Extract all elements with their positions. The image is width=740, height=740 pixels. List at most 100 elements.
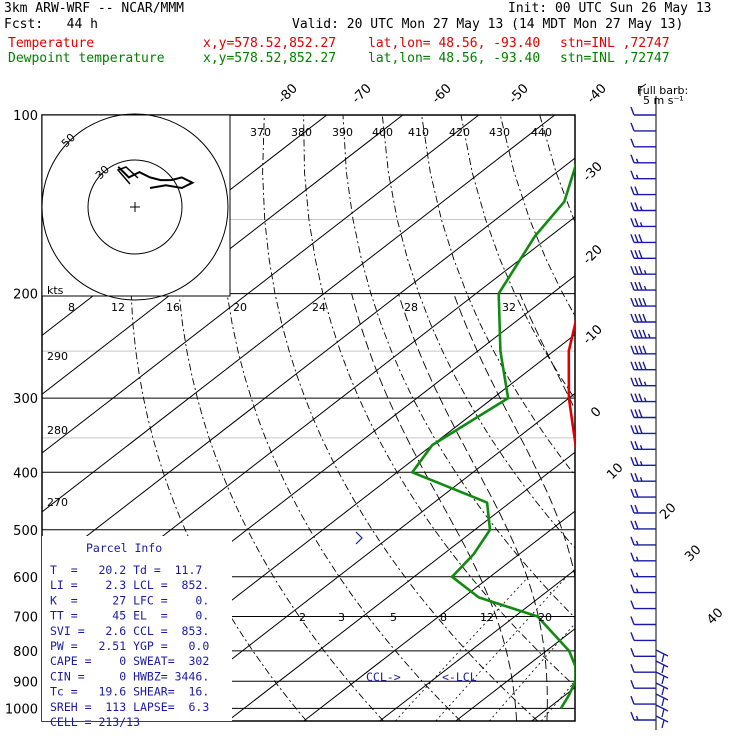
theta-label: 430 [489, 126, 510, 139]
hodograph-ring-inner [87, 159, 183, 255]
wind-barb [630, 632, 656, 642]
theta-left-label: 290 [47, 350, 68, 363]
valid-time: Valid: 20 UTC Mon 27 May 13 (14 MDT Mon … [292, 17, 684, 32]
parcel-info-row: LI = 2.3 LCL = 852. [50, 578, 209, 592]
freezing-level-marker [355, 531, 363, 545]
wind-barb [630, 584, 656, 594]
mixing-ratio-line [540, 680, 575, 721]
isotherm-top-label: -60 [429, 81, 455, 107]
dry-adiabat [175, 115, 384, 721]
kts-label: kts [47, 284, 64, 297]
theta-label: 440 [531, 126, 552, 139]
plot-frame [41, 114, 576, 722]
isotherm-line [303, 510, 575, 721]
wind-barb-low [655, 693, 669, 707]
mixing-ratio-label: 20 [538, 611, 552, 624]
isotherm-line [379, 569, 575, 721]
moist-adiabat-label: 8 [68, 301, 75, 314]
pressure-tick-label: 400 [13, 466, 38, 481]
wind-barb [630, 648, 656, 657]
wind-barb [630, 711, 656, 721]
barb-legend-label: Full barb: [637, 84, 688, 97]
wind-barb [630, 106, 656, 116]
ccl-marker: CCL-> [366, 670, 401, 684]
wind-barb-low [655, 704, 669, 718]
isotherm-right-label: -20 [580, 242, 606, 268]
forecast-hour: Fcst: 44 h [4, 17, 98, 32]
barb-legend-unit: 5 m s⁻¹ [643, 94, 684, 107]
theta-left-label: 270 [47, 496, 68, 509]
wind-barb [630, 170, 656, 180]
isotherm-line [42, 115, 556, 513]
dry-adiabat [262, 115, 539, 721]
parcel-info-row: T = 20.2 Td = 11.7 [50, 563, 202, 577]
isotherm-top-label: -40 [584, 81, 610, 107]
parcel-info-row: CAPE = 0 SWEAT= 302 [50, 654, 209, 668]
theta-label: 410 [408, 126, 429, 139]
pressure-tick-label: 1000 [5, 702, 38, 717]
isotherm-right-label: -10 [580, 322, 606, 348]
isotherm-right-label: 10 [604, 461, 626, 483]
dew-station: stn=INL ,72747 [560, 51, 670, 66]
dew-latlon: lat,lon= 48.56, -93.40 [368, 51, 541, 66]
wind-barb [630, 361, 656, 371]
isotherm-top-label: -50 [506, 81, 532, 107]
wind-barb [630, 313, 656, 323]
pressure-tick-label: 100 [13, 109, 38, 124]
isotherm-right-label: 0 [588, 404, 604, 420]
wind-barb [630, 600, 656, 610]
wind-barb [630, 695, 656, 705]
wind-barb [630, 520, 656, 530]
wind-barb [630, 218, 656, 228]
dewpoint-trace [411, 163, 575, 710]
isotherm-top-label: -80 [275, 81, 301, 107]
legend-dewpoint: Dewpoint temperature [8, 51, 165, 66]
mixing-ratio-label: 2 [299, 611, 306, 624]
moist-adiabat-label: 12 [111, 301, 125, 314]
isotherm-line [608, 115, 740, 721]
moist-adiabat [351, 293, 518, 721]
moist-adiabat [453, 293, 575, 580]
wind-barb-low [655, 660, 669, 674]
wind-barb [630, 472, 656, 482]
mixing-ratio-line [588, 577, 709, 721]
theta-label: 390 [332, 126, 353, 139]
wind-barb [630, 536, 656, 546]
dry-adiabat [658, 115, 740, 721]
wind-barb-low [655, 715, 669, 729]
parcel-info-row: PW = 2.51 YGP = 0.0 [50, 639, 209, 653]
hodograph-trace-tail [116, 166, 139, 185]
wind-barb [630, 202, 656, 212]
wind-barb [630, 234, 656, 244]
wind-barb-low [655, 649, 669, 663]
chart-title: 3km ARW-WRF -- NCAR/MMM [4, 1, 185, 16]
isotherm-right-label: 40 [704, 606, 726, 628]
parcel-info-row: CELL = 213/13 [50, 715, 140, 729]
temp-xy: x,y=578.52,852.27 [203, 36, 337, 51]
pressure-tick-label: 800 [13, 645, 38, 660]
init-time: Init: 00 UTC Sun 26 May 13 [508, 1, 712, 16]
wind-barb [630, 138, 656, 148]
moist-adiabat-label: 32 [502, 301, 516, 314]
mixing-ratio-line [435, 576, 567, 721]
mixing-ratio-label: 8 [440, 611, 447, 624]
isotherm-right-label: -30 [580, 159, 606, 185]
wind-barb [630, 663, 656, 673]
dry-adiabat [303, 115, 575, 687]
parcel-info-row: Tc = 19.6 SHEAR= 16. [50, 685, 209, 699]
isotherm-line [42, 157, 575, 572]
moist-adiabat-label: 24 [312, 301, 326, 314]
dry-adiabat [499, 115, 575, 317]
wind-barb [630, 297, 656, 307]
wind-barb [630, 441, 656, 450]
parcel-info-row: SREH = 113 LAPSE= 6.3 [50, 700, 209, 714]
theta-label: 380 [291, 126, 312, 139]
wind-barb [630, 377, 656, 387]
parcel-info-row: CIN = 0 HWBZ= 3446. [50, 669, 209, 683]
mixing-ratio-label: 3 [338, 611, 345, 624]
wind-barb [630, 250, 656, 259]
parcel-info-box [42, 536, 232, 721]
wind-barb [630, 393, 656, 403]
isotherm-line [684, 115, 740, 721]
wind-barb [630, 281, 656, 291]
